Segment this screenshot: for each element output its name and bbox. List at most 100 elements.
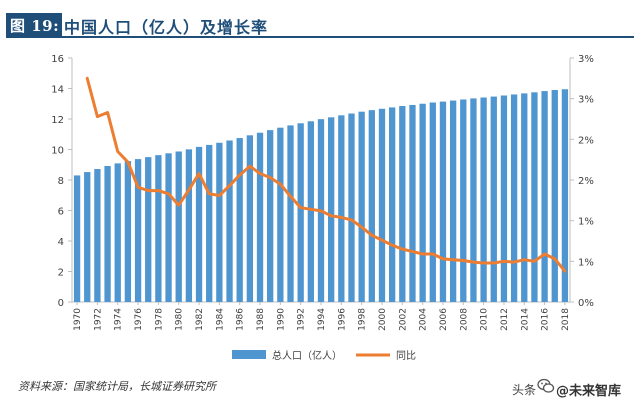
left-tick-label: 6 [58, 207, 64, 218]
population-bar [84, 172, 91, 302]
x-tick-label: 1996 [337, 308, 347, 331]
x-tick-label: 2012 [500, 308, 510, 331]
population-bar [328, 117, 335, 302]
right-tick-label: 1% [578, 217, 594, 228]
right-tick-label: 1% [578, 257, 594, 268]
left-tick-label: 10 [51, 146, 64, 157]
right-tick-label: 0% [578, 298, 594, 309]
x-tick-label: 1988 [256, 308, 266, 331]
population-bar [358, 111, 365, 303]
population-bar [246, 135, 254, 302]
left-tick-label: 4 [58, 237, 64, 248]
figure-label-badge [6, 13, 62, 36]
watermark: 头条 @未来智库 [512, 371, 640, 405]
population-bar [297, 123, 304, 303]
right-tick-label: 3% [578, 54, 594, 65]
population-bar [378, 108, 386, 302]
x-tick-label: 1970 [73, 308, 83, 331]
population-chart: 0 2 4 6 8 10 12 14 16 0% 1% 1% 2% 2% 3% 3% 1970 1972 1974 1… [51, 54, 594, 362]
population-bar [307, 121, 314, 302]
x-tick-label: 2014 [520, 308, 530, 331]
population-bar [429, 102, 436, 302]
growth-rate-line [85, 76, 567, 273]
population-bar [439, 101, 447, 302]
figure-label: 图 19: [10, 17, 60, 35]
population-bar [287, 125, 294, 302]
x-tick-label: 2006 [439, 308, 449, 331]
population-bar [216, 142, 223, 302]
header-divider [6, 36, 634, 38]
watermark-name: @未来智库 [556, 384, 622, 399]
watermark-prefix: 头条 [512, 383, 537, 397]
right-tick-label: 2% [578, 176, 594, 187]
x-tick-label: 2004 [419, 308, 429, 331]
legend-label-growth: 同比 [396, 350, 416, 362]
left-tick-label: 12 [51, 115, 64, 126]
population-bar [561, 89, 569, 302]
x-tick-label: 2018 [561, 308, 571, 331]
population-bar [236, 138, 243, 302]
x-tick-label: 1984 [215, 308, 225, 331]
population-bar [500, 95, 508, 302]
population-bar [480, 97, 487, 302]
population-bar [104, 165, 111, 302]
population-bar [531, 92, 538, 302]
population-bar [145, 157, 152, 302]
x-tick-label: 1990 [276, 308, 286, 331]
x-tick-label: 2002 [398, 308, 408, 331]
x-tick-label: 2008 [459, 308, 469, 331]
x-tick-label: 1994 [317, 308, 327, 331]
population-bar [449, 100, 457, 302]
population-bar [490, 96, 497, 302]
x-tick-label: 2000 [378, 308, 388, 331]
population-bar [267, 130, 274, 302]
x-tick-label: 1978 [154, 308, 164, 331]
population-bar [185, 149, 193, 302]
population-bar [195, 146, 203, 302]
x-tick-label: 1982 [195, 308, 205, 331]
population-bar [256, 132, 264, 302]
x-tick-label: 1998 [358, 308, 368, 331]
population-bar [551, 90, 558, 303]
figure-title: 中国人口（亿人）及增长率 [64, 18, 269, 37]
population-bar [470, 98, 477, 302]
population-bar [399, 106, 406, 302]
population-bar [419, 103, 426, 302]
x-tick-label: 1986 [236, 308, 246, 331]
legend-label-population: 总人口（亿人） [272, 349, 342, 362]
source-note: 资料来源：国家统计局，长城证券研究所 [18, 380, 216, 393]
legend-swatch-population [232, 350, 266, 359]
left-tick-label: 16 [51, 54, 64, 65]
population-bar [348, 113, 355, 302]
population-bar [277, 127, 284, 302]
figure-header: 图 19: 中国人口（亿人）及增长率 [0, 0, 640, 38]
right-tick-label: 2% [578, 135, 594, 146]
x-tick-label: 1980 [175, 308, 185, 331]
population-bar [94, 169, 101, 302]
left-tick-label: 14 [51, 85, 64, 96]
x-tick-label: 1974 [114, 308, 124, 331]
population-bar [388, 107, 396, 302]
population-bar [368, 110, 375, 302]
right-tick-label: 3% [578, 95, 594, 106]
x-tick-label: 2016 [541, 308, 551, 331]
x-tick-label: 1992 [297, 308, 307, 331]
population-bar [175, 151, 182, 302]
wechat-icon [537, 378, 555, 393]
left-tick-label: 8 [58, 176, 64, 187]
population-bar [114, 163, 121, 302]
population-bar [124, 161, 132, 302]
population-bar [155, 155, 162, 302]
population-bar [73, 175, 81, 302]
population-bar [521, 93, 528, 302]
population-bar [460, 99, 467, 302]
population-bar [134, 159, 142, 302]
population-bar [338, 115, 345, 302]
population-bar [206, 144, 213, 302]
population-bar [510, 94, 518, 302]
population-bar [226, 140, 233, 302]
population-bar [165, 153, 172, 302]
left-tick-label: 0 [58, 298, 64, 309]
population-bar [409, 104, 416, 302]
x-tick-label: 1976 [134, 308, 144, 331]
